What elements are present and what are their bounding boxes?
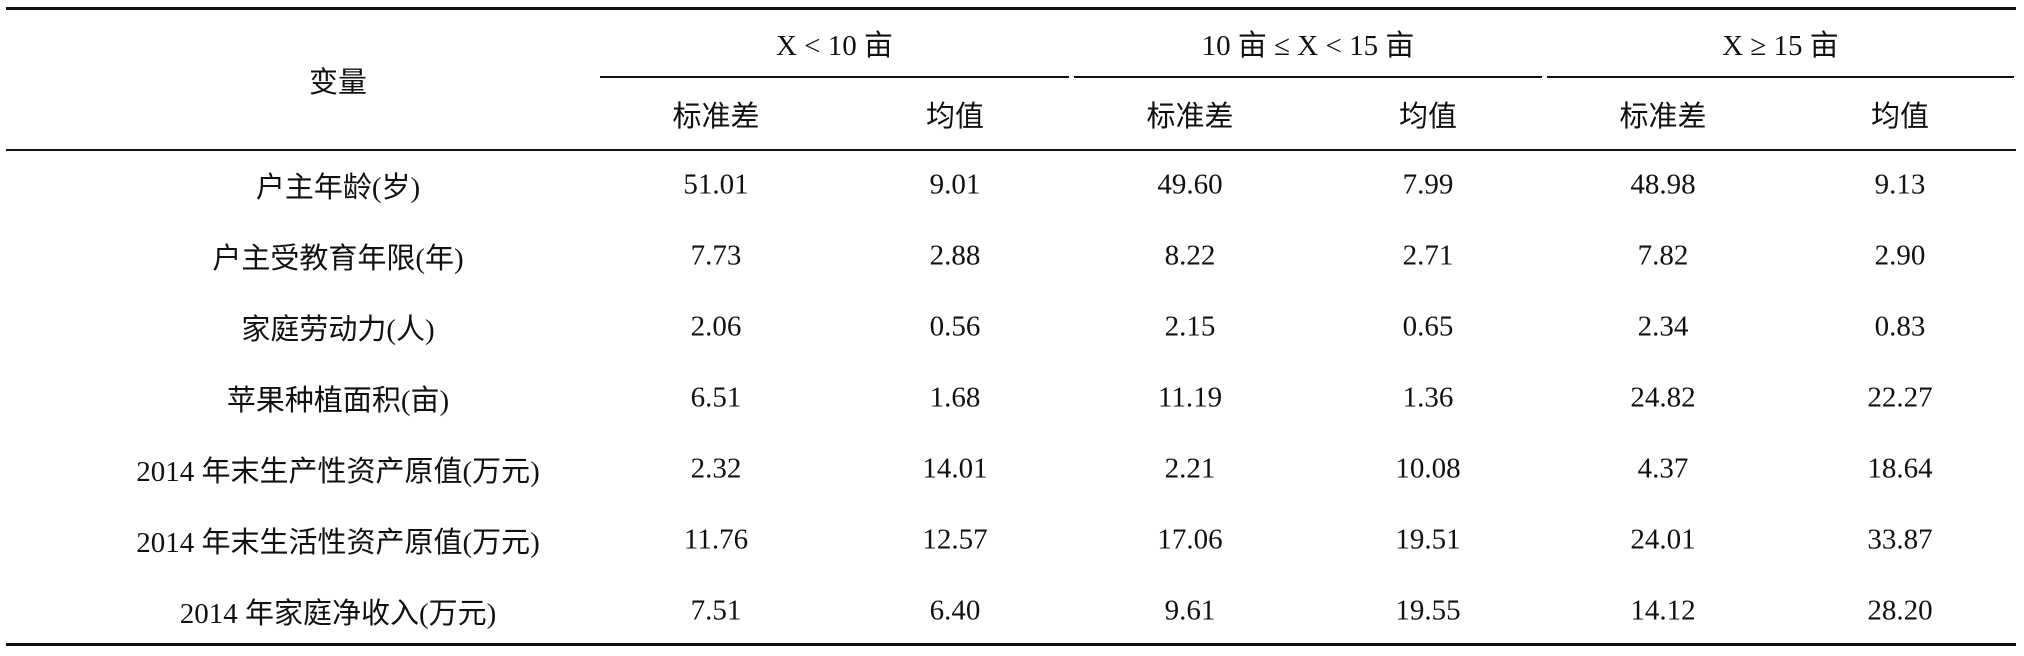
cell: 6.51 [690,381,742,414]
column-header: 均值 [1398,101,1458,133]
cell: 48.98 [1630,168,1696,201]
cell: 24.82 [1630,381,1696,414]
header-rule [6,149,2016,151]
column-header: 均值 [925,101,985,133]
cell: 14.01 [922,452,988,485]
cell: 2.71 [1402,239,1454,272]
row-label: 户主年龄(岁) [255,172,421,204]
cell: 19.51 [1395,523,1461,556]
column-header: 标准差 [1619,101,1707,133]
cell: 2.06 [690,310,742,343]
cell: 1.68 [929,381,981,414]
cell: 9.13 [1874,168,1926,201]
cell: 7.73 [690,239,742,272]
cell: 33.87 [1867,523,1933,556]
cell: 24.01 [1630,523,1696,556]
cell: 1.36 [1402,381,1454,414]
cell: 19.55 [1395,594,1461,627]
group-rule [1074,76,1542,78]
cell: 51.01 [683,168,749,201]
corner-header: 变量 [308,67,368,99]
cell: 7.99 [1402,168,1454,201]
group-header: 10 亩 ≤ X < 15 亩 [1201,30,1415,62]
cell: 9.01 [929,168,981,201]
column-header: 均值 [1870,101,1930,133]
cell: 8.22 [1164,239,1216,272]
column-header: 标准差 [1146,101,1234,133]
cell: 4.37 [1637,452,1689,485]
cell: 2.15 [1164,310,1216,343]
cell: 0.56 [929,310,981,343]
group-header: X ≥ 15 亩 [1722,30,1839,62]
cell: 2.21 [1164,452,1216,485]
group-rule [1547,76,2014,78]
cell: 9.61 [1164,594,1216,627]
cell: 7.51 [690,594,742,627]
cell: 28.20 [1867,594,1933,627]
row-label: 家庭劳动力(人) [241,314,435,346]
column-header: 标准差 [672,101,760,133]
row-label: 2014 年末生活性资产原值(万元) [136,527,540,559]
group-rule [600,76,1069,78]
row-label: 苹果种植面积(亩) [226,385,450,417]
cell: 6.40 [929,594,981,627]
cell: 11.76 [683,523,749,556]
row-label: 2014 年家庭净收入(万元) [179,598,497,630]
cell: 0.65 [1402,310,1454,343]
cell: 0.83 [1874,310,1926,343]
row-label: 户主受教育年限(年) [212,243,464,275]
cell: 2.88 [929,239,981,272]
cell: 12.57 [922,523,988,556]
cell: 14.12 [1630,594,1696,627]
cell: 2.32 [690,452,742,485]
group-header: X < 10 亩 [775,30,894,62]
cell: 17.06 [1157,523,1223,556]
top-rule [6,7,2016,10]
row-label: 2014 年末生产性资产原值(万元) [136,456,540,488]
cell: 7.82 [1637,239,1689,272]
cell: 11.19 [1157,381,1223,414]
cell: 22.27 [1867,381,1933,414]
cell: 10.08 [1395,452,1461,485]
cell: 2.34 [1637,310,1689,343]
cell: 2.90 [1874,239,1926,272]
cell: 49.60 [1157,168,1223,201]
bottom-rule [6,643,2016,646]
cell: 18.64 [1867,452,1933,485]
